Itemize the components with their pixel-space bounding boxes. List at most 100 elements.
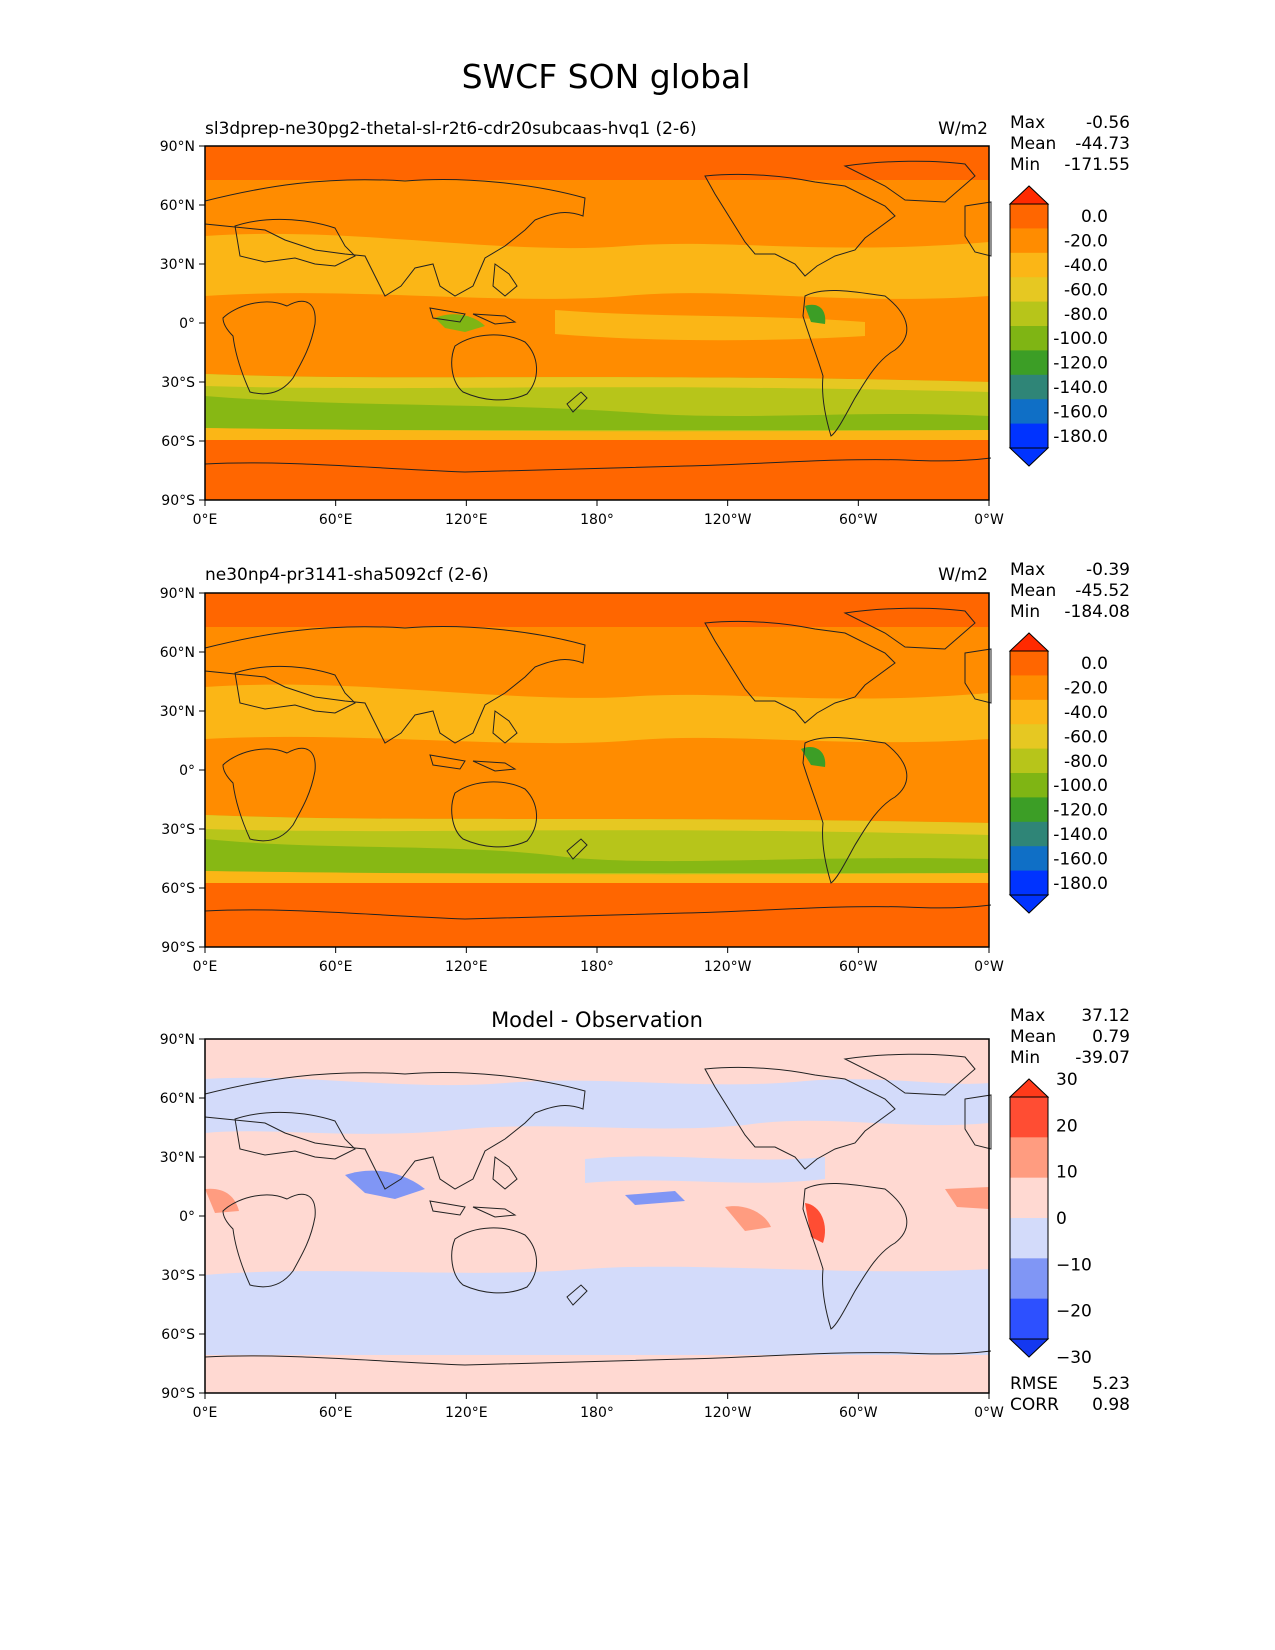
colorbar-band — [1010, 846, 1048, 872]
lon-tick-label: 120°E — [445, 512, 488, 528]
lat-tick-label: 30°S — [161, 375, 195, 391]
lon-tick-label: 0°W — [974, 1405, 1004, 1421]
colorbar-label: -120.0 — [1053, 801, 1108, 821]
colorbar-label: 0.0 — [1081, 654, 1108, 674]
colorbar-band — [1010, 651, 1048, 676]
colorbar-band — [1010, 675, 1048, 701]
lat-tick-label: 60°N — [160, 645, 195, 661]
colorbar-label: 20 — [1056, 1116, 1078, 1136]
colorbar-label: -80.0 — [1064, 752, 1108, 772]
colorbar-label: -120.0 — [1053, 354, 1108, 374]
colorbar-band — [1010, 821, 1048, 847]
lat-tick-label: 60°N — [160, 1091, 195, 1107]
stat-value: -45.52 — [1075, 581, 1130, 601]
lon-tick-label: 120°E — [445, 1405, 488, 1421]
stat-label: Mean — [1010, 134, 1056, 154]
panel-1-title: sl3dprep-ne30pg2-thetal-sl-r2t6-cdr20sub… — [205, 119, 697, 139]
colorbar-label: -180.0 — [1053, 427, 1108, 447]
colorbar-label: -60.0 — [1064, 280, 1108, 300]
colorbar-band — [1010, 699, 1048, 725]
stat-label: Max — [1010, 113, 1045, 133]
lat-tick-label: 90°N — [160, 139, 195, 155]
lon-tick-label: 0°E — [193, 959, 218, 975]
stat-label: Mean — [1010, 581, 1056, 601]
lat-tick-label: 60°S — [161, 881, 195, 897]
stats-layer: Max -0.56 Mean -44.73 Min -171.55 Max -0.39 Mean… — [1010, 113, 1130, 1415]
stat-value: 5.23 — [1092, 1374, 1130, 1394]
colorbar-band — [1010, 204, 1048, 229]
panel-1-units: W/m2 — [938, 119, 988, 139]
panel-2-title: ne30np4-pr3141-sha5092cf (2-6) — [205, 565, 489, 585]
colorbar-label: -100.0 — [1053, 776, 1108, 796]
colorbar-band — [1010, 252, 1048, 278]
colorbar-label: -140.0 — [1053, 825, 1108, 845]
lon-tick-label: 0°E — [193, 1405, 218, 1421]
lat-tick-label: 90°N — [160, 586, 195, 602]
colorbar-band — [1010, 399, 1048, 425]
stat-label: Min — [1010, 602, 1040, 622]
colorbar-label: -40.0 — [1064, 256, 1108, 276]
stat-value: 37.12 — [1081, 1006, 1130, 1026]
colorbar-band — [1010, 1097, 1048, 1138]
colorbar-extend-top — [1008, 1078, 1050, 1098]
colorbar-band — [1010, 870, 1048, 896]
lon-tick-label: 60°E — [319, 512, 353, 528]
figure-title: SWCF SON global — [462, 57, 751, 96]
colorbar-band — [1010, 228, 1048, 254]
colorbar-extend-bottom — [1008, 1338, 1050, 1358]
stat-label: Min — [1010, 155, 1040, 175]
colorbar-band — [1010, 773, 1048, 798]
lon-tick-label: 180° — [580, 1405, 614, 1421]
lon-tick-label: 0°W — [974, 959, 1004, 975]
colorbar-extend-top — [1008, 632, 1050, 652]
colorbar-label: -40.0 — [1064, 703, 1108, 723]
lon-tick-label: 120°W — [704, 1405, 752, 1421]
stat-value: -44.73 — [1075, 134, 1130, 154]
lat-tick-label: 60°S — [161, 1327, 195, 1343]
colorbar-band — [1010, 748, 1048, 774]
panel-3-title: Model - Observation — [491, 1008, 703, 1032]
stat-value: 0.79 — [1092, 1027, 1130, 1047]
lat-tick-label: 60°S — [161, 434, 195, 450]
lon-tick-label: 60°E — [319, 1405, 353, 1421]
panel-3-map — [204, 1038, 992, 1394]
lat-tick-label: 0° — [179, 316, 195, 332]
colorbar-label: -80.0 — [1064, 305, 1108, 325]
lat-tick-label: 90°S — [161, 1386, 195, 1402]
colorbar-label: −30 — [1056, 1348, 1092, 1368]
colorbar-label: −10 — [1056, 1255, 1092, 1275]
colorbars-layer: 0.0 -20.0 -40.0 -60.0 -80.0 -100.0 -120.0 -140.… — [1008, 185, 1108, 1368]
colorbar-band — [1010, 350, 1048, 376]
lon-tick-label: 60°W — [839, 512, 878, 528]
lon-tick-label: 60°W — [839, 959, 878, 975]
lat-tick-label: 0° — [179, 763, 195, 779]
panel-2-units: W/m2 — [938, 565, 988, 585]
stat-value: 0.98 — [1092, 1395, 1130, 1415]
stat-label: Max — [1010, 560, 1045, 580]
colorbar-band — [1010, 724, 1048, 750]
colorbar-label: 10 — [1056, 1163, 1078, 1183]
colorbar-extend-bottom — [1008, 447, 1050, 467]
colorbar-extend-bottom — [1008, 894, 1050, 914]
colorbar-label: -20.0 — [1064, 679, 1108, 699]
lon-tick-label: 120°E — [445, 959, 488, 975]
lon-tick-label: 0°E — [193, 512, 218, 528]
stat-label: Mean — [1010, 1027, 1056, 1047]
colorbar-label: -180.0 — [1053, 874, 1108, 894]
lon-tick-label: 60°E — [319, 959, 353, 975]
panel-2-map — [204, 592, 992, 948]
lat-tick-label: 30°S — [161, 822, 195, 838]
stat-value: -0.39 — [1086, 560, 1130, 580]
colorbar-band — [1010, 1177, 1048, 1219]
lon-tick-label: 120°W — [704, 959, 752, 975]
stat-label: Max — [1010, 1006, 1045, 1026]
colorbar-band — [1010, 301, 1048, 327]
colorbar-band — [1010, 797, 1048, 823]
colorbar-label: -20.0 — [1064, 232, 1108, 252]
stat-value: -0.56 — [1086, 113, 1130, 133]
lat-tick-label: 30°N — [160, 257, 195, 273]
panel-1: sl3dprep-ne30pg2-thetal-sl-r2t6-cdr20sub… — [204, 119, 992, 501]
lon-tick-label: 180° — [580, 959, 614, 975]
colorbar-label: −20 — [1056, 1302, 1092, 1322]
